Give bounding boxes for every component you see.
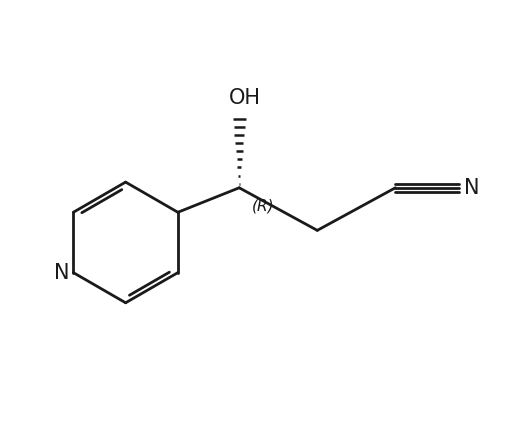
Text: N: N — [464, 178, 479, 198]
Text: (R): (R) — [252, 198, 275, 213]
Text: OH: OH — [229, 88, 261, 107]
Text: N: N — [54, 263, 70, 282]
